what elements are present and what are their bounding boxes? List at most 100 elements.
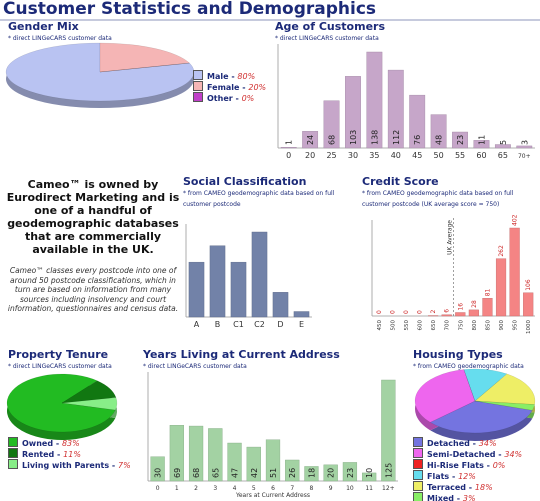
bar (495, 258, 507, 317)
x-tick-label: 3 (213, 485, 217, 492)
bar (516, 145, 533, 149)
legend-swatch (193, 70, 203, 80)
bar (323, 464, 338, 482)
chart-title: Housing Types (413, 348, 503, 361)
legend-swatch (413, 437, 423, 447)
x-tick-label: 0 (286, 151, 291, 160)
bar (302, 131, 319, 149)
legend-entry: Female - 20% (193, 81, 266, 92)
reference-label: UK Average (447, 220, 454, 255)
data-label: 103 (349, 130, 358, 145)
legend-swatch (193, 92, 203, 102)
legend-value: 7% (118, 461, 131, 470)
chart-note: * from CAMEO geodemographic data (413, 363, 524, 370)
bar (169, 425, 184, 482)
legend-label: Male (207, 72, 229, 81)
chart-title: Years Living at Current Address (143, 348, 340, 361)
legend-entry: Rented - 11% (8, 448, 81, 459)
x-tick-label: 900 (499, 320, 505, 331)
bar (251, 231, 268, 318)
bar (482, 298, 493, 317)
bar (452, 131, 468, 149)
legend-value: 11% (63, 450, 81, 459)
pie-slice-top (6, 373, 116, 433)
bar (304, 466, 319, 482)
legend-label: Mixed (427, 494, 455, 501)
legend-entry: Living with Parents - 7% (8, 459, 131, 470)
info-heading: Cameo™ is owned by Eurodirect Marketing … (6, 178, 180, 256)
x-tick-label: 800 (472, 320, 478, 331)
x-tick-label: 6 (271, 485, 275, 492)
legend-entry: Hi-Rise Flats - 0% (413, 459, 505, 470)
data-label: 11 (477, 135, 486, 145)
bar (272, 292, 289, 318)
data-label: 47 (231, 468, 240, 478)
x-tick-label: 25 (326, 151, 336, 160)
pie-slice-top (474, 400, 535, 411)
legend-value: 0% (241, 94, 255, 103)
bar (468, 309, 479, 317)
info-block: Cameo™ is owned by Eurodirect Marketing … (6, 178, 180, 314)
pie-slice-top (414, 369, 476, 423)
x-tick-label: 20 (305, 151, 315, 160)
data-label: 0 (389, 310, 396, 314)
bar (342, 462, 358, 482)
x-tick-label: 60 (476, 151, 486, 160)
bar (246, 446, 261, 482)
x-tick-label: 10 (346, 485, 354, 492)
bar (265, 439, 281, 482)
data-label: 0 (403, 310, 410, 314)
legend-value: 3% (462, 494, 476, 501)
x-tick-label: D (277, 320, 283, 329)
legend-swatch (8, 437, 18, 447)
x-tick-label: 65 (498, 151, 508, 160)
x-tick-label: 450 (377, 320, 383, 331)
data-label: 69 (173, 468, 182, 478)
pie-slice-top (99, 62, 190, 73)
data-label: 68 (192, 468, 201, 478)
legend-value: 18% (474, 483, 493, 492)
data-label: 68 (328, 135, 337, 145)
data-label: 24 (306, 135, 315, 145)
legend-label: Rented (22, 450, 55, 459)
legend-label: Hi-Rise Flats (427, 461, 484, 470)
x-tick-label: 750 (458, 320, 464, 331)
chart-title: Age of Customers (275, 20, 386, 33)
data-label: 262 (498, 245, 505, 257)
legend-entry: Terraced - 18% (413, 481, 493, 492)
x-tick-label: 7 (290, 485, 294, 492)
legend-value: 80% (237, 72, 256, 81)
legend-label: Living with Parents (22, 461, 110, 470)
legend-swatch (8, 448, 18, 458)
legend-entry: Flats - 12% (413, 470, 476, 481)
legend-value: 34% (478, 439, 497, 448)
x-tick-label: 12+ (382, 485, 395, 492)
data-label: 1 (285, 140, 294, 145)
bar (473, 140, 490, 149)
data-label: 26 (288, 468, 297, 478)
legend-swatch (193, 81, 203, 91)
x-tick-label: 500 (390, 320, 396, 331)
legend-label: Semi-Detached (427, 450, 496, 459)
chart-title: Social Classification (183, 175, 307, 188)
bar (441, 314, 452, 317)
x-tick-label: A (194, 320, 200, 329)
legend-swatch (413, 470, 423, 480)
data-label: 106 (525, 279, 532, 291)
bar (293, 311, 310, 318)
bar (455, 312, 466, 317)
data-label: 5 (499, 140, 508, 145)
legend-label: Owned (22, 439, 54, 448)
bar (409, 94, 426, 149)
legend-value: 0% (492, 461, 506, 470)
data-label: 20 (327, 468, 336, 478)
legend-label: Terraced (427, 483, 467, 492)
x-tick-label: 5 (252, 485, 256, 492)
pie-slice-top (474, 373, 536, 405)
data-label: 30 (154, 468, 163, 478)
bar (387, 69, 404, 149)
bar (323, 100, 340, 149)
data-label: 10 (365, 468, 374, 478)
x-tick-label: 1000 (526, 320, 532, 334)
